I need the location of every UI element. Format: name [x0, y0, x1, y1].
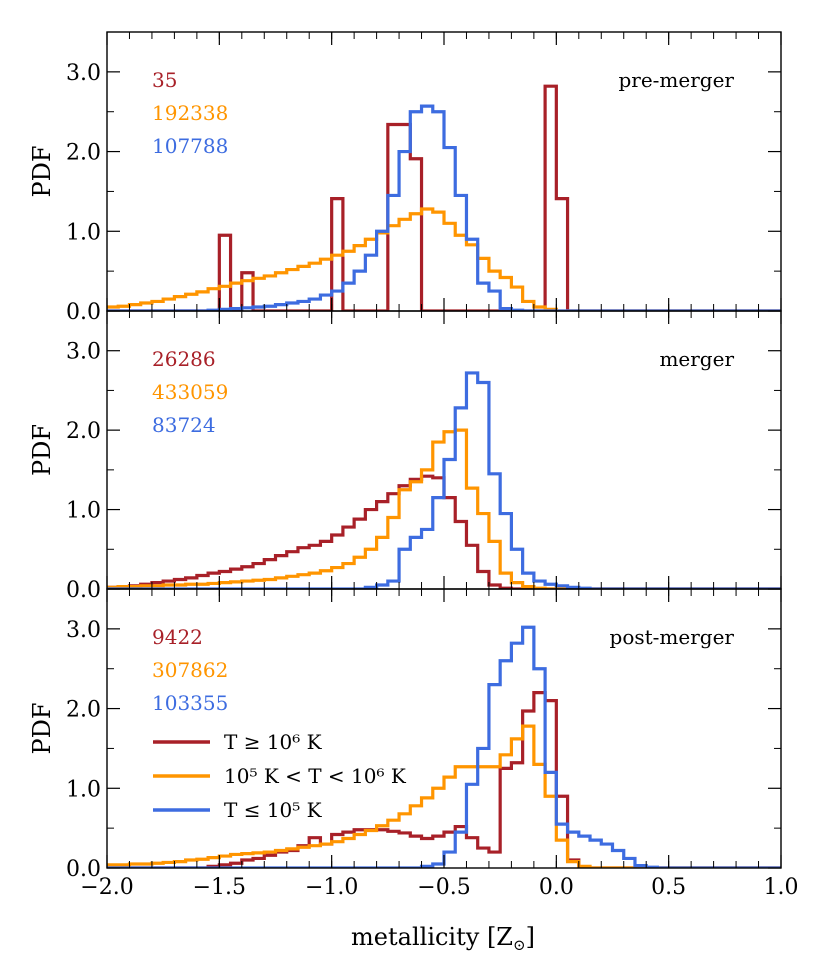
series-group — [107, 371, 781, 589]
count-hot: 26286 — [152, 347, 216, 371]
y-tick-label: 1.0 — [66, 220, 101, 245]
panel-title: post-merger — [610, 625, 735, 649]
y-tick-label: 2.0 — [66, 419, 101, 444]
series-cold-line — [107, 371, 781, 589]
panel-merger: 0.0 1.0 2.0 3.0 PDF merger 26286 433059 83724 — [28, 310, 782, 603]
panel-title: merger — [659, 347, 734, 371]
x-axis-title-sub: ⊙ — [513, 936, 526, 954]
count-cold: 107788 — [152, 134, 228, 158]
legend-label: 10⁵ K < T < 10⁶ K — [224, 764, 407, 788]
panel-post-merger: −2.0 −1.5 −1.0 −0.5 0.0 0.5 1.0 0.0 1.0 2.0 3.0 PDF… — [28, 588, 799, 900]
y-tick-label: 0.0 — [66, 300, 101, 325]
y-axis-title: PDF — [28, 702, 56, 754]
count-warm: 433059 — [152, 380, 228, 404]
y-tick-label: 1.0 — [66, 499, 101, 524]
x-tick-label: −1.5 — [193, 875, 246, 900]
x-tick-label: −1.0 — [305, 875, 358, 900]
x-tick-label: 0.0 — [539, 875, 574, 900]
x-tick-label: −0.5 — [417, 875, 470, 900]
panel-title: pre-merger — [618, 68, 734, 92]
y-tick-label: 3.0 — [66, 61, 101, 86]
x-tick-label: 1.0 — [764, 875, 799, 900]
series-hot-line — [107, 474, 781, 589]
series-warm-line — [107, 207, 781, 311]
panel-pre-merger: 0.0 1.0 2.0 3.0 PDF pre-merger 35 192338 107788 — [28, 31, 782, 325]
legend-label: T ≥ 10⁶ K — [224, 730, 323, 754]
legend-label: T ≤ 10⁵ K — [224, 798, 323, 822]
series-warm-line — [107, 724, 781, 868]
x-axis-title: metallicity [Z⊙] — [351, 923, 535, 954]
x-axis-title-main: metallicity [Z — [351, 923, 513, 951]
y-tick-label: 1.0 — [66, 777, 101, 802]
y-tick-label: 0.0 — [66, 857, 101, 882]
y-tick-label: 3.0 — [66, 618, 101, 643]
x-tick-label: −2.0 — [80, 875, 133, 900]
count-hot: 35 — [152, 68, 177, 92]
count-cold: 103355 — [152, 691, 228, 715]
count-warm: 307862 — [152, 658, 228, 682]
series-warm-line — [107, 428, 781, 589]
series-hot-line — [107, 84, 781, 311]
legend: T ≥ 10⁶ K 10⁵ K < T < 10⁶ K T ≤ 10⁵ K — [153, 730, 407, 822]
series-cold-line — [107, 104, 781, 311]
count-warm: 192338 — [152, 101, 228, 125]
count-cold: 83724 — [152, 413, 216, 437]
x-tick-label: 0.5 — [651, 875, 686, 900]
series-group — [107, 84, 781, 311]
y-tick-label: 3.0 — [66, 340, 101, 365]
count-hot: 9422 — [152, 625, 203, 649]
y-tick-label: 0.0 — [66, 578, 101, 603]
x-axis-title-close: ] — [526, 923, 535, 951]
y-tick-label: 2.0 — [66, 141, 101, 166]
y-tick-label: 2.0 — [66, 698, 101, 723]
y-axis-title: PDF — [28, 145, 56, 197]
y-axis-title: PDF — [28, 424, 56, 476]
